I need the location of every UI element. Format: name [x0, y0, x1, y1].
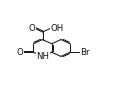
Text: O: O	[28, 24, 35, 33]
Text: Br: Br	[80, 48, 90, 57]
Text: OH: OH	[50, 24, 63, 33]
Text: O: O	[17, 48, 24, 57]
Text: NH: NH	[36, 52, 49, 61]
